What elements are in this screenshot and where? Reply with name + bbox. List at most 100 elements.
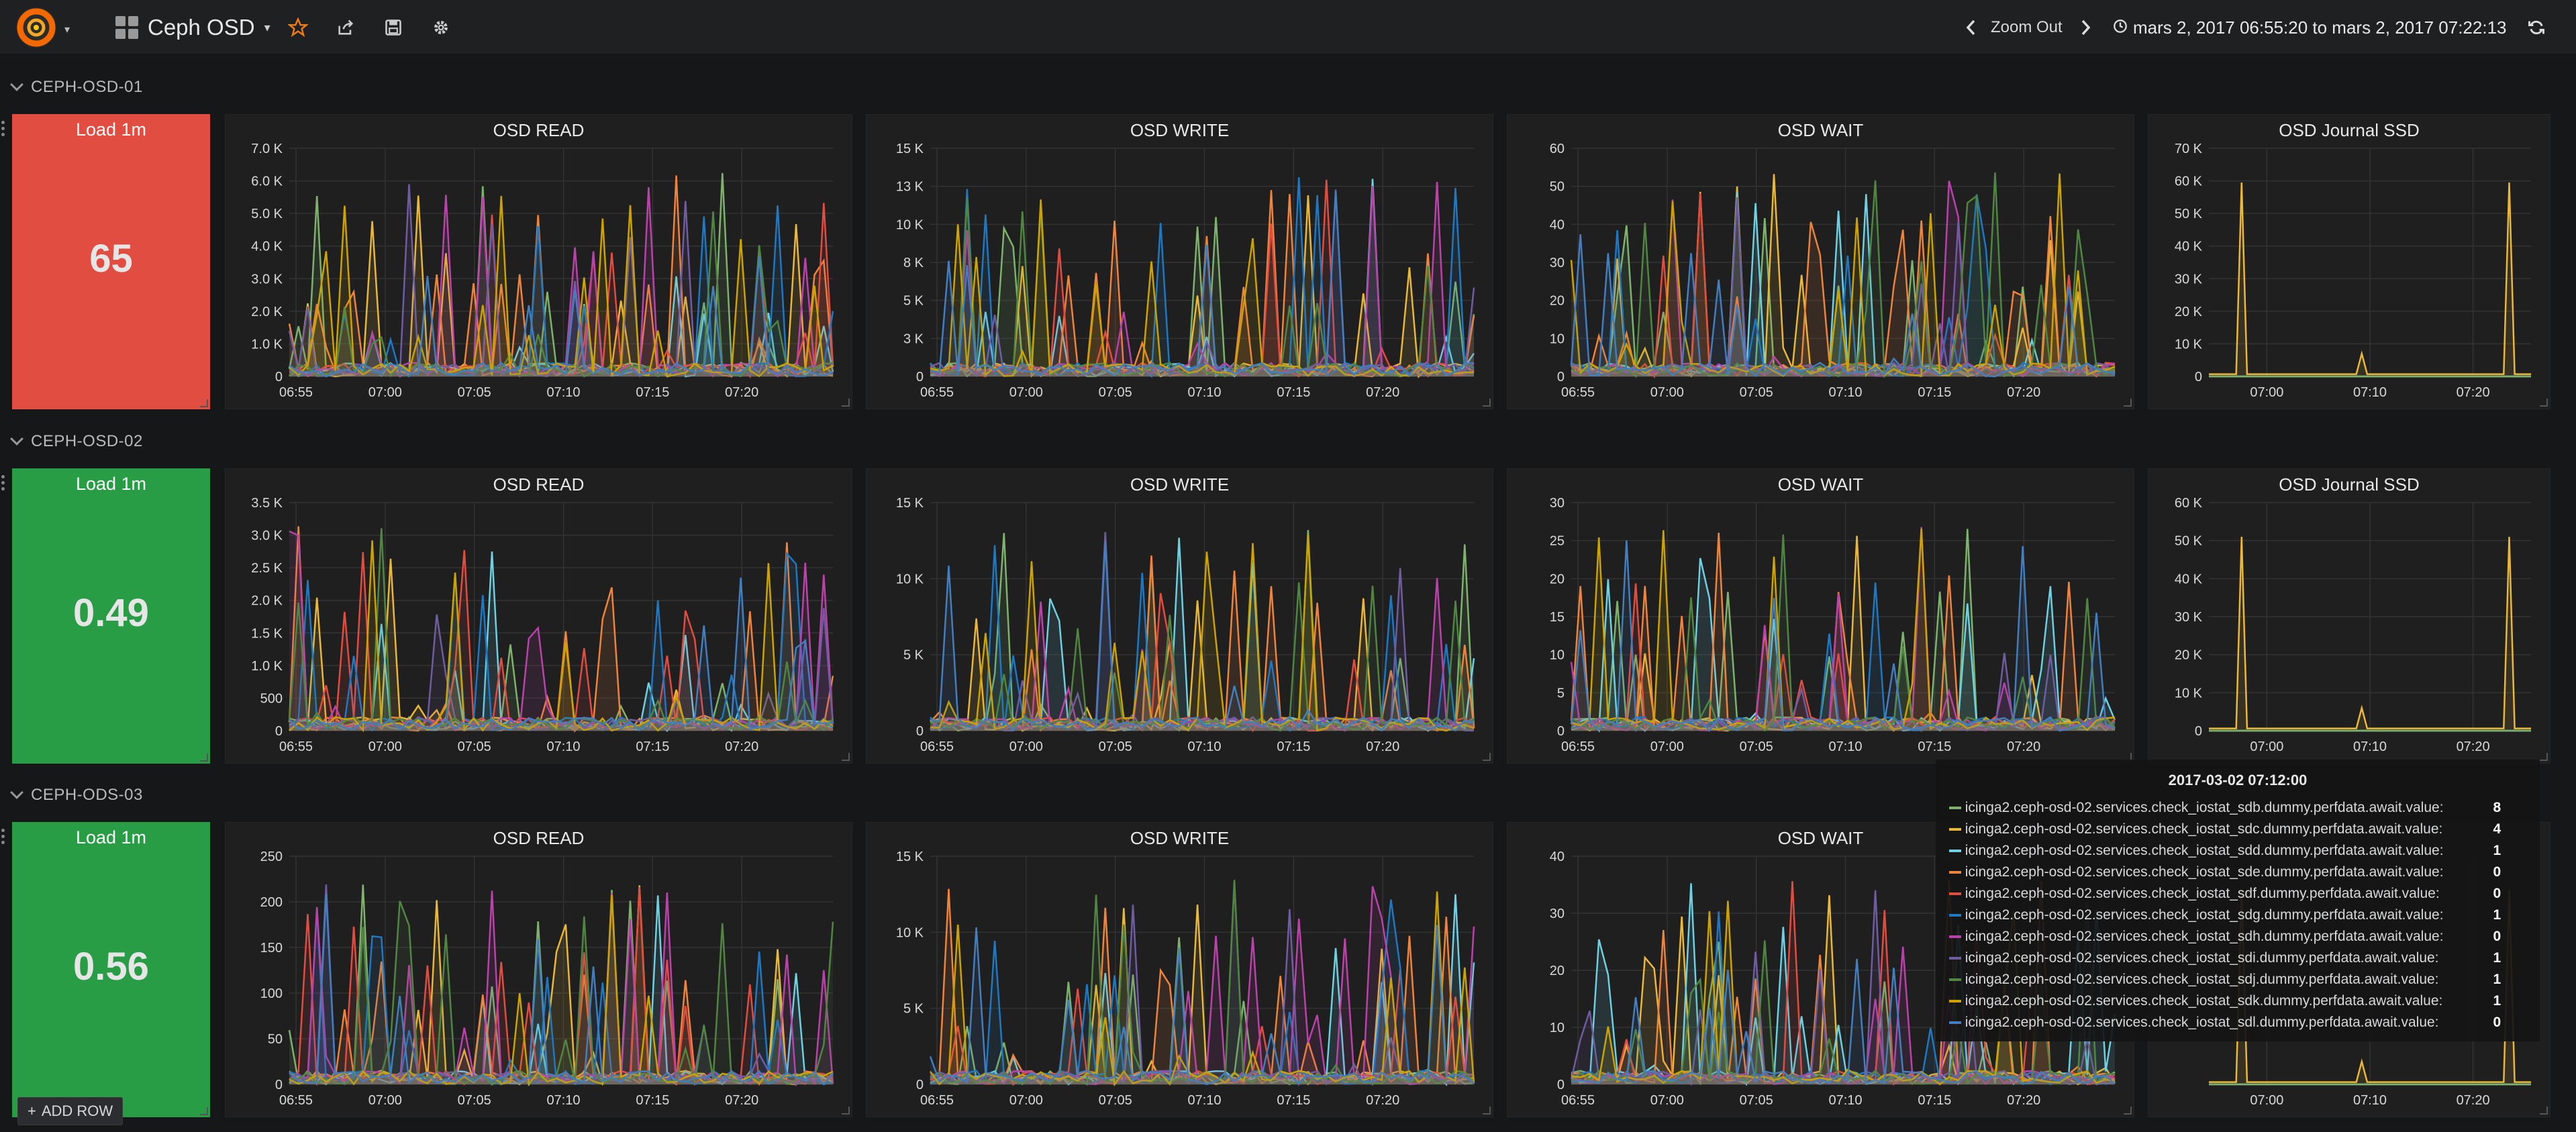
graph-canvas[interactable]: 0 5 K 10 K 15 K 06:55 07:00 07:05 07:10 07:15 07:… [866,823,1494,1118]
panel-title: OSD WRITE [1130,120,1230,140]
graph-panel[interactable]: 0 10 K 20 K 30 K 40 K 50 K 60 K 07:00 07:10 07:20… [2148,468,2550,764]
resize-handle[interactable] [2540,1107,2548,1115]
graph-tooltip: 2017-03-02 07:12:00 icinga2.ceph-osd-02.… [1936,760,2540,1041]
graph-canvas[interactable]: 0 3 K 5 K 8 K 10 K 13 K 15 K 06:55 07:00 07:05 07:… [866,115,1494,410]
row-drag-handle[interactable] [1,121,7,136]
y-tick-label: 1.5 K [251,626,283,641]
graph-canvas[interactable]: 0 10 K 20 K 30 K 40 K 50 K 60 K 70 K 07:00 07:10 0… [2148,115,2551,410]
refresh-icon[interactable] [2521,12,2552,43]
chevron-left-icon[interactable] [1956,12,1987,43]
graph-panel[interactable]: 0 500 1.0 K 1.5 K 2.0 K 2.5 K 3.0 K 3.5 K 06:55 0… [225,468,852,764]
x-tick-label: 07:05 [1099,1093,1132,1108]
x-tick-label: 06:55 [279,385,313,400]
graph-canvas[interactable]: 0 10 20 30 40 50 60 06:55 07:00 07:05 07:10 07:15 07… [1507,115,2135,410]
row-drag-handle[interactable] [1,829,7,844]
graph-panel[interactable]: 0 5 K 10 K 15 K 06:55 07:00 07:05 07:10 07:15 07:… [866,468,1493,764]
resize-handle[interactable] [1483,753,1491,761]
x-tick-label: 07:10 [1828,739,1862,754]
graph-canvas[interactable]: 0 1.0 K 2.0 K 3.0 K 4.0 K 5.0 K 6.0 K 7.0 K 06:5… [226,115,853,410]
load-stat-panel[interactable]: Load 1m 0.49 [12,468,210,764]
tooltip-item-value: 8 [2493,800,2501,815]
series-line [289,894,834,1086]
graph-panel[interactable]: 0 1.0 K 2.0 K 3.0 K 4.0 K 5.0 K 6.0 K 7.0 K 06:5… [225,114,852,409]
x-tick-label: 07:20 [725,739,758,754]
resize-handle[interactable] [1483,399,1491,407]
resize-handle[interactable] [842,399,850,407]
x-tick-label: 06:55 [920,739,954,754]
share-icon[interactable] [330,12,361,43]
graph-canvas[interactable]: 0 50 100 150 200 250 06:55 07:00 07:05 07:10 07:15… [226,823,853,1118]
x-tick-label: 07:05 [1740,1093,1773,1108]
resize-handle[interactable] [200,754,208,762]
x-tick-label: 07:15 [1918,739,1951,754]
x-tick-label: 07:10 [546,1093,580,1108]
tooltip-item: icinga2.ceph-osd-02.services.check_iosta… [1949,864,2513,880]
y-tick-label: 25 [1550,534,1565,549]
x-tick-label: 07:10 [2353,1093,2387,1108]
plus-icon: + [28,1102,36,1119]
panel-title: OSD WRITE [1130,828,1230,848]
row-drag-handle[interactable] [1,475,7,491]
graph-panel[interactable]: 0 10 20 30 40 50 60 06:55 07:00 07:05 07:10 07:15 07… [1507,114,2134,409]
tooltip-item-label: icinga2.ceph-osd-02.services.check_iosta… [1965,843,2444,858]
row-title[interactable]: CEPH-OSD-01 [10,78,143,97]
load-stat-panel[interactable]: Load 1m 0.56 [12,822,210,1117]
gear-icon[interactable] [426,12,456,43]
y-tick-label: 5 K [903,648,924,663]
series-line [929,891,1475,1087]
graph-canvas[interactable]: 0 5 K 10 K 15 K 06:55 07:00 07:05 07:10 07:15 07:… [866,469,1494,764]
y-tick-label: 50 [1550,180,1565,195]
y-tick-label: 40 K [2175,572,2203,586]
graph-canvas[interactable]: 0 500 1.0 K 1.5 K 2.0 K 2.5 K 3.0 K 3.5 K 06:55 0… [226,469,853,764]
resize-handle[interactable] [842,1107,850,1115]
graph-panel[interactable]: 0 3 K 5 K 8 K 10 K 13 K 15 K 06:55 07:00 07:05 07:… [866,114,1493,409]
y-tick-label: 1.0 K [251,659,283,674]
graph-canvas[interactable]: 0 10 K 20 K 30 K 40 K 50 K 60 K 07:00 07:10 07:20 [2148,469,2551,764]
save-icon[interactable] [378,12,409,43]
graph-panel[interactable]: 0 5 10 15 20 25 30 06:55 07:00 07:05 07:10 07:15 07:… [1507,468,2134,764]
y-tick-label: 2.0 K [251,305,283,319]
x-tick-label: 07:15 [636,739,669,754]
x-tick-label: 07:00 [368,1093,402,1108]
series-line [289,551,834,732]
chevron-right-icon[interactable] [2070,12,2101,43]
y-tick-label: 0 [2195,724,2202,739]
resize-handle[interactable] [2540,753,2548,761]
series-area [289,211,833,376]
resize-handle[interactable] [1483,1107,1491,1115]
row-title[interactable]: CEPH-ODS-03 [10,786,143,805]
logo-caret-icon[interactable]: ▾ [64,24,70,36]
graph-panel[interactable]: 0 50 100 150 200 250 06:55 07:00 07:05 07:10 07:15… [225,822,852,1117]
time-range-picker[interactable]: mars 2, 2017 06:55:20 to mars 2, 2017 07… [2113,9,2507,46]
dashboard-title-dropdown[interactable]: Ceph OSD ▾ [107,9,279,46]
x-tick-label: 07:20 [1366,1093,1399,1108]
x-tick-label: 07:00 [1650,1093,1684,1108]
series-area [1571,901,2115,1084]
tooltip-item-value: 4 [2493,821,2501,837]
star-icon[interactable] [283,12,313,43]
resize-handle[interactable] [2124,399,2132,407]
graph-panel[interactable]: 0 5 K 10 K 15 K 06:55 07:00 07:05 07:10 07:15 07:… [866,822,1493,1117]
resize-handle[interactable] [2124,1107,2132,1115]
load-stat-panel[interactable]: Load 1m 65 [12,114,210,409]
graph-canvas[interactable]: 0 5 10 15 20 25 30 06:55 07:00 07:05 07:10 07:15 07:… [1507,469,2135,764]
zoom-out-button[interactable]: Zoom Out [1991,9,2063,46]
y-tick-label: 0 [916,724,924,739]
x-tick-label: 07:00 [2250,385,2283,400]
y-tick-label: 20 [1550,294,1565,309]
resize-handle[interactable] [200,399,208,407]
x-tick-label: 07:05 [1099,739,1132,754]
grafana-logo-icon[interactable] [12,4,60,51]
resize-handle[interactable] [2540,399,2548,407]
resize-handle[interactable] [200,1107,208,1115]
y-tick-label: 15 K [896,496,924,511]
x-tick-label: 07:05 [1099,385,1132,400]
series-line [930,593,1475,733]
graph-panel[interactable]: 0 10 K 20 K 30 K 40 K 50 K 60 K 70 K 07:00 07:10 0… [2148,114,2550,409]
x-tick-label: 06:55 [279,739,313,754]
y-tick-label: 10 [1550,331,1565,346]
add-row-button[interactable]: + ADD ROW [17,1097,123,1125]
row-title-label: CEPH-ODS-03 [31,786,143,804]
resize-handle[interactable] [842,753,850,761]
row-title[interactable]: CEPH-OSD-02 [10,432,143,451]
